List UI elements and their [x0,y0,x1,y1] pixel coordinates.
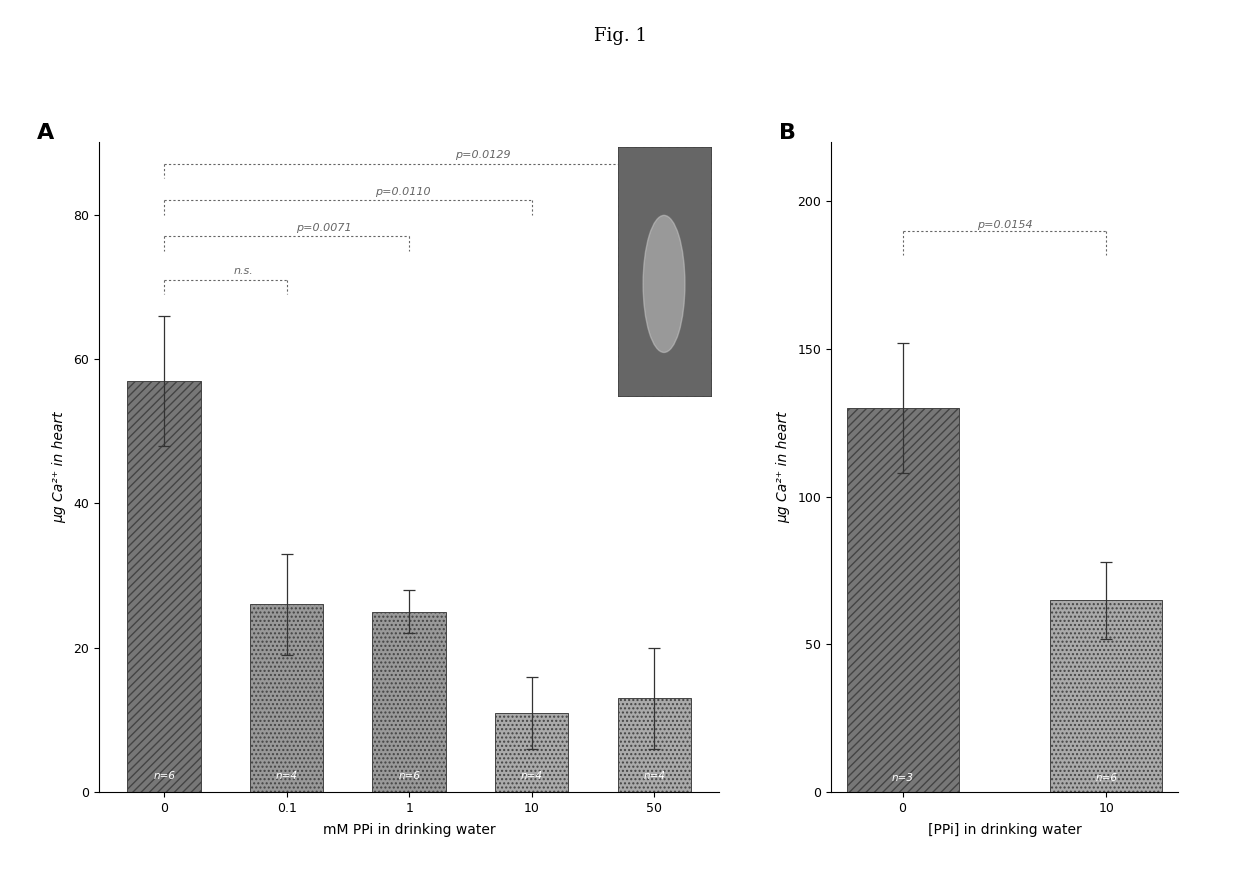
Text: Fig. 1: Fig. 1 [594,27,646,44]
Text: B: B [779,123,796,143]
Text: n=4: n=4 [521,772,543,781]
Y-axis label: μg Ca²⁺ in heart: μg Ca²⁺ in heart [776,411,790,523]
Bar [250,604,324,792]
Bar [618,699,691,792]
Bar [1050,600,1162,792]
Text: p=0.0129: p=0.0129 [455,150,511,160]
Text: n=6: n=6 [398,772,420,781]
Y-axis label: μg Ca²⁺ in heart: μg Ca²⁺ in heart [52,411,67,523]
Text: n=4: n=4 [275,772,298,781]
Text: p=0.0071: p=0.0071 [295,222,351,232]
Bar [847,409,959,792]
Ellipse shape [644,215,684,352]
Text: n=6: n=6 [1095,773,1117,783]
Bar [495,713,568,792]
Text: A: A [37,123,55,143]
Text: n=4: n=4 [644,772,665,781]
Text: p=0.0154: p=0.0154 [977,220,1032,230]
X-axis label: mM PPi in drinking water: mM PPi in drinking water [322,823,496,837]
X-axis label: [PPi] in drinking water: [PPi] in drinking water [928,823,1081,837]
Text: n=6: n=6 [154,772,175,781]
Text: n.s.: n.s. [234,266,254,276]
Bar [372,611,446,792]
Text: p=0.0110: p=0.0110 [376,187,430,197]
Bar [128,381,201,792]
Text: n=3: n=3 [892,773,914,783]
